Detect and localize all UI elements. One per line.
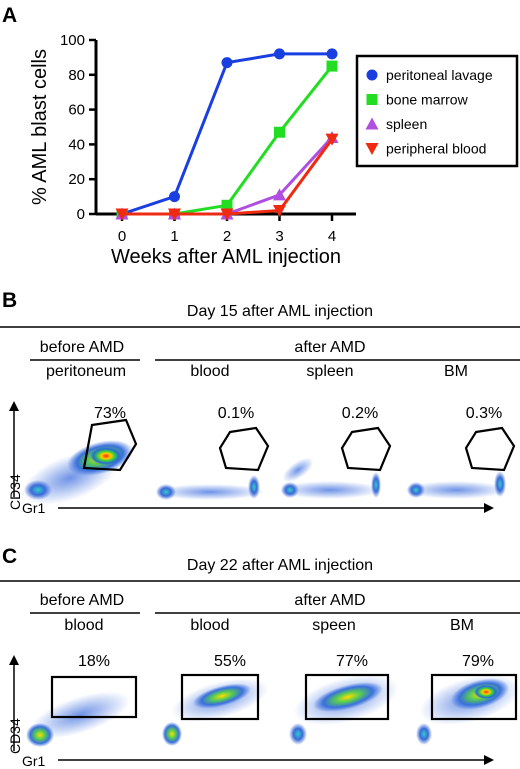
- panel-c-percent-1: 18%: [78, 653, 110, 670]
- x-tick-label: 2: [223, 228, 231, 245]
- panel-b-x-axis-label: Gr1: [22, 500, 46, 516]
- series-bone-marrow-point: [326, 60, 338, 72]
- series-peripheral-blood-point: [168, 208, 181, 221]
- series-peritoneal-lavage-point: [169, 191, 180, 203]
- panel-c-after-label: after AMD: [294, 592, 365, 609]
- gate-rectangle: [304, 673, 390, 721]
- legend-label-spleen: spleen: [386, 116, 427, 132]
- y-tick-label: 100: [60, 32, 85, 49]
- panel-b-before-label: before AMD: [40, 339, 124, 356]
- x-tick-label: 3: [275, 228, 283, 245]
- gate-rectangle: [50, 675, 138, 719]
- series-peripheral-blood-point: [325, 133, 339, 146]
- panel-b-flow-plot-3: [278, 426, 392, 499]
- legend-label-bone-marrow: bone marrow: [386, 92, 469, 108]
- panel-b-percent-4: 0.3%: [466, 405, 502, 422]
- gate-rectangle: [180, 673, 260, 721]
- legend-marker-bone-marrow: [366, 94, 378, 105]
- panel-c-tissue-3: speen: [312, 617, 356, 634]
- legend-marker-peripheral-blood: [365, 143, 379, 155]
- panel-b-tissue-3: spleen: [306, 363, 353, 380]
- gate-rectangle: [430, 673, 518, 721]
- series-peritoneal-lavage-point: [326, 48, 338, 60]
- panel-b-after-label: after AMD: [294, 339, 365, 356]
- panel-c-percent-3: 77%: [336, 653, 368, 670]
- y-tick-label: 40: [68, 136, 85, 153]
- x-axis-label: Weeks after AML injection: [111, 246, 341, 268]
- chart-a: 0 20 40 60 80 100 0 1 2 3 4 Weeks after AML injec…: [29, 32, 519, 268]
- legend: peritoneal lavage bone marrow spleen periph…: [365, 67, 493, 157]
- panel-c-percent-4: 79%: [462, 653, 494, 670]
- gate-polygon: [218, 426, 270, 472]
- panel-b-y-axis-label: CD34: [7, 474, 23, 510]
- gate-polygon: [464, 426, 516, 472]
- gate-polygon: [82, 418, 138, 472]
- series-spleen-point: [273, 188, 286, 201]
- panel-b-tissue-4: BM: [444, 363, 468, 380]
- panel-b-percent-3: 0.2%: [342, 405, 378, 422]
- panel-c-x-axis-label: Gr1: [22, 753, 46, 769]
- series-bone-marrow-point: [274, 126, 285, 138]
- y-axis-label: % AML blast cells: [29, 49, 51, 205]
- series-peritoneal-lavage-point: [274, 48, 285, 60]
- series-bone-marrow-line: [122, 65, 334, 216]
- legend-marker-peritoneal-lavage: [366, 69, 378, 81]
- series-peripheral-blood-point: [220, 208, 234, 221]
- legend-box: [355, 54, 519, 168]
- panel-b-tissue-2: blood: [190, 363, 229, 380]
- y-tick-label: 80: [68, 67, 85, 84]
- y-tick-label: 0: [77, 206, 85, 223]
- gate-polygon: [340, 426, 392, 472]
- series-peritoneal-lavage-point: [221, 57, 233, 69]
- series-peripheral-blood-point: [273, 205, 286, 218]
- y-tick-label: 20: [68, 171, 85, 188]
- legend-label-peritoneal-lavage: peritoneal lavage: [386, 67, 493, 83]
- panel-b-letter: B: [2, 289, 17, 312]
- panel-c-flow-plot-3: [289, 673, 399, 745]
- series-peripheral-blood-point: [115, 208, 129, 221]
- y-ticks: 0 20 40 60 80 100: [60, 32, 96, 223]
- x-tick-label: 0: [118, 228, 126, 245]
- panel-c-tissue-1: blood: [64, 617, 103, 634]
- panel-c-before-label: before AMD: [40, 592, 124, 609]
- panel-c-flow-plot-1: [26, 675, 138, 747]
- panel-b-tissue-1: peritoneum: [46, 363, 126, 380]
- panel-c-percent-2: 55%: [214, 653, 246, 670]
- panel-c-flow-plot-2: [162, 673, 269, 746]
- x-tick-label: 1: [170, 228, 178, 245]
- panel-b-flow-plot-2: [155, 426, 270, 500]
- panel-b-percent-1: 73%: [94, 405, 126, 422]
- y-tick-label: 60: [68, 102, 85, 119]
- panel-c-tissue-2: blood: [190, 617, 229, 634]
- panel-b-percent-2: 0.1%: [218, 405, 254, 422]
- series-group: [115, 48, 339, 221]
- panel-c-flow-plot-4: [416, 673, 520, 745]
- series-peritoneal-lavage-line: [121, 52, 332, 216]
- panel-c-tissue-4: BM: [450, 617, 474, 634]
- legend-marker-spleen: [365, 117, 379, 130]
- series-bone-marrow-point: [221, 199, 233, 211]
- panel-c-letter: C: [2, 545, 17, 568]
- panel-a-letter: A: [2, 4, 17, 27]
- panel-b-flow-plot-4: [404, 426, 516, 499]
- legend-label-peripheral-blood: peripheral blood: [386, 141, 486, 157]
- x-tick-label: 4: [328, 228, 336, 245]
- panel-c-y-axis-label: CD34: [7, 718, 23, 754]
- panel-b-flow-plot-1: [22, 418, 152, 505]
- panel-c-title: Day 22 after AML injection: [187, 557, 373, 574]
- panel-b-title: Day 15 after AML injection: [187, 303, 373, 320]
